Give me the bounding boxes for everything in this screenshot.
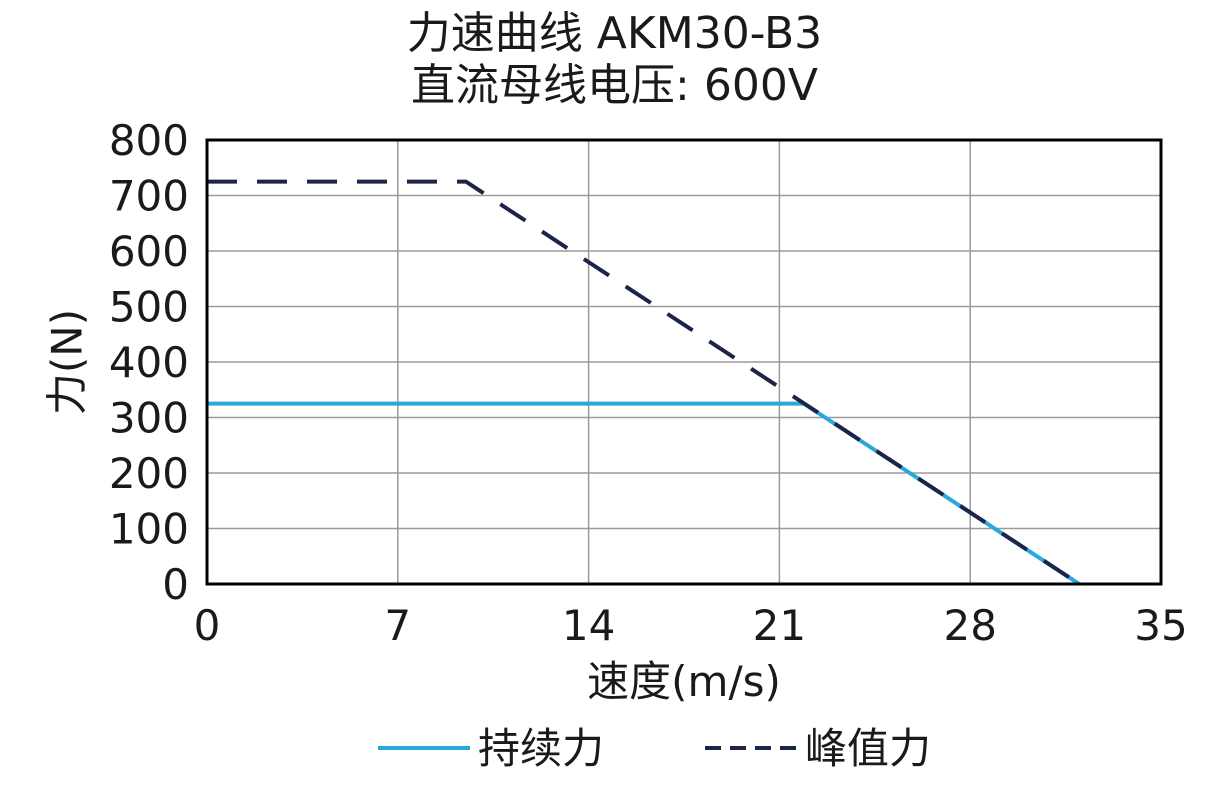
series-layer [207,179,1081,586]
x-tick-label: 14 [562,601,615,650]
y-axis-label: 力(N) [43,309,92,415]
y-tick-label: 0 [162,560,189,609]
y-tick-label: 300 [109,394,189,443]
legend-label: 持续力 [478,724,604,773]
x-tick-label: 0 [194,601,221,650]
y-tick-label: 600 [109,227,189,276]
chart-subtitle: 直流母线电压: 600V [411,60,818,111]
grid-lines [206,139,1162,585]
chart-title: 力速曲线 AKM30-B3 [406,8,823,59]
y-tick-label: 800 [109,116,189,165]
plot-frame [205,138,1163,586]
y-tick-label: 500 [109,283,189,332]
peak-force-line [207,179,1081,586]
y-tick-label: 100 [109,505,189,554]
y-tick-label: 200 [109,449,189,498]
x-tick-label: 28 [943,601,996,650]
legend: 持续力 峰值力 [378,724,931,773]
x-tick-label: 21 [753,601,806,650]
x-tick-label: 35 [1134,601,1187,650]
y-tick-label: 700 [109,172,189,221]
x-axis-label: 速度(m/s) [587,657,781,706]
legend-label: 峰值力 [805,724,931,773]
y-tick-label: 400 [109,338,189,387]
continuous-force-line [207,401,1081,586]
x-tick-label: 7 [384,601,411,650]
